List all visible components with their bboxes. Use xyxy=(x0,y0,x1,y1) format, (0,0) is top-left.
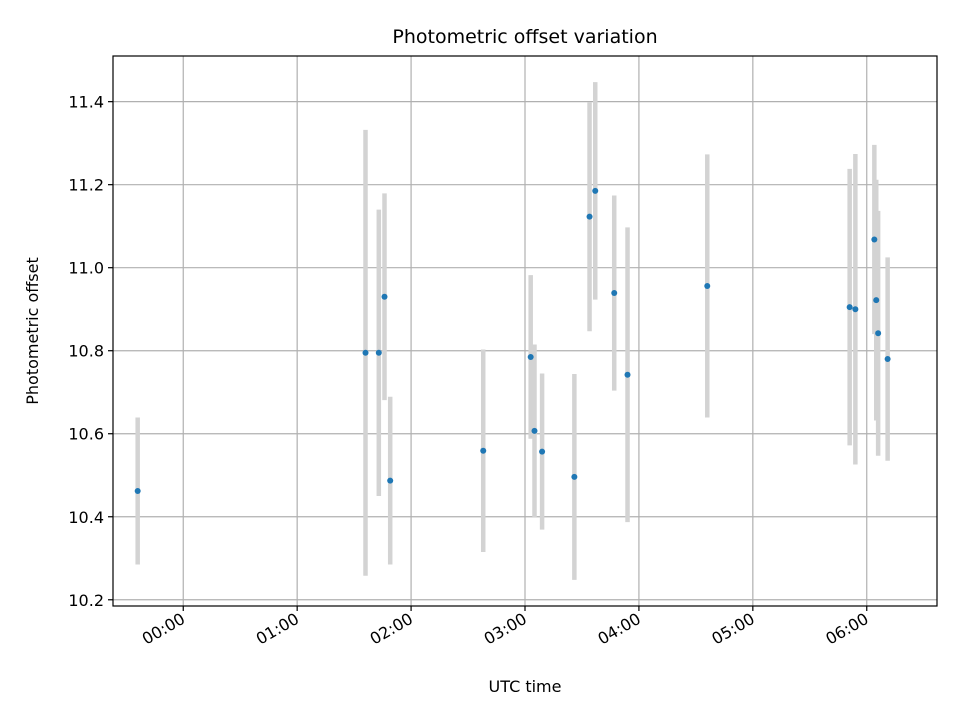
y-tick-label: 11.4 xyxy=(68,93,104,112)
data-point xyxy=(586,213,593,220)
data-point xyxy=(480,447,487,454)
data-point xyxy=(592,187,599,194)
data-point xyxy=(846,304,853,311)
data-point xyxy=(375,349,382,356)
data-point xyxy=(539,448,546,455)
data-point xyxy=(871,236,878,243)
data-point xyxy=(362,349,369,356)
chart-title: Photometric offset variation xyxy=(392,26,657,48)
y-tick-label: 10.4 xyxy=(68,508,104,527)
markers xyxy=(134,187,891,495)
data-point xyxy=(611,290,618,297)
data-point xyxy=(873,297,880,304)
y-tick-label: 11.2 xyxy=(68,176,104,195)
data-point xyxy=(704,282,711,289)
data-point xyxy=(624,371,631,378)
y-ticks: 10.2 10.4 10.6 10.8 11.0 11.2 11.4 xyxy=(68,93,113,610)
data-point xyxy=(381,293,388,300)
data-point xyxy=(852,306,859,313)
data-point xyxy=(571,473,578,480)
y-tick-label: 10.2 xyxy=(68,591,104,610)
data-point xyxy=(527,353,534,360)
data-point xyxy=(387,477,394,484)
y-tick-label: 10.8 xyxy=(68,342,104,361)
data-point xyxy=(884,356,891,363)
data-point xyxy=(134,488,141,495)
data-point xyxy=(531,427,538,434)
data-point xyxy=(875,330,882,337)
y-axis-label: Photometric offset xyxy=(23,257,42,405)
x-axis-label: UTC time xyxy=(489,677,562,696)
grid xyxy=(113,56,937,606)
y-tick-label: 11.0 xyxy=(68,259,104,278)
y-tick-label: 10.6 xyxy=(68,425,104,444)
